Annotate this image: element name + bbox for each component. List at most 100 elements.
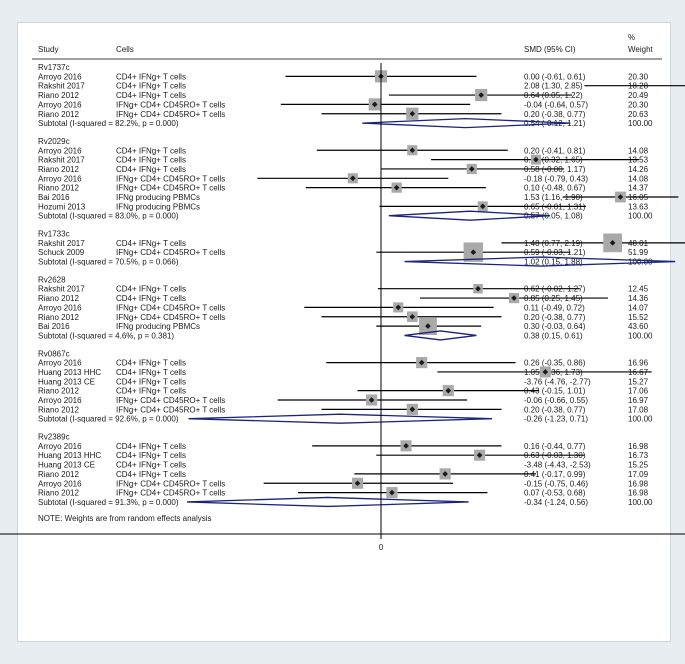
row-weight: 15.27 [628,377,649,386]
row-study: Arroyo 2016 [38,100,82,109]
row-weight: 14.37 [628,184,649,193]
subtotal-weight: 100.00 [628,498,653,507]
row-weight: 15.52 [628,313,649,322]
row-study: Hozumi 2013 [38,202,86,211]
row-ci: 0.30 (-0.03, 0.64) [524,322,586,331]
row-ci: 0.07 (-0.53, 0.68) [524,489,586,498]
row-ci: 1.53 (1.16, 1.90) [524,193,583,202]
subtotal-weight: 100.00 [628,212,653,221]
row-study: Arroyo 2016 [38,146,82,155]
row-cells: CD4+ IFNg+ T cells [116,442,186,451]
row-weight: 16.97 [628,396,649,405]
point-estimate [478,92,484,98]
point-estimate [445,387,452,394]
point-estimate [409,313,416,320]
row-weight: 15.25 [628,461,649,470]
header-smd: SMD (95% CI) [524,45,576,54]
row-ci: 0.43 (-0.15, 1.01) [524,387,586,396]
row-weight: 17.09 [628,470,649,479]
row-weight: 14.07 [628,303,649,312]
point-estimate [409,147,416,154]
group-label: Rv1737c [38,63,70,72]
group-label: Rv2389c [38,433,70,442]
row-study: Riano 2012 [38,470,79,479]
row-study: Riano 2012 [38,294,79,303]
point-estimate [609,240,616,246]
row-cells: IFNg producing PBMCs [116,193,200,202]
row-cells: CD4+ IFNg+ T cells [116,285,186,294]
row-weight: 16.98 [628,479,649,488]
row-ci: -0.15 (-0.75, 0.46) [524,479,588,488]
point-estimate [354,480,361,487]
point-estimate [403,443,409,449]
row-weight: 43.60 [628,322,649,331]
point-estimate [395,304,402,311]
row-cells: CD4+ IFNg+ T cells [116,72,186,81]
row-ci: 0.20 (-0.38, 0.77) [524,110,586,119]
plot-frame [17,22,671,642]
point-estimate [479,203,486,210]
row-weight: 12.45 [628,285,649,294]
row-cells: IFNg+ CD4+ CD45RO+ T cells [116,110,225,119]
header-cells: Cells [116,45,134,54]
row-cells: IFNg+ CD4+ CD45RO+ T cells [116,174,225,183]
subtotal-ci: 1.02 (0.15, 1.88) [524,258,583,267]
row-ci: -0.04 (-0.64, 0.57) [524,100,588,109]
subtotal-diamond [362,117,571,129]
row-cells: IFNg+ CD4+ CD45RO+ T cells [116,396,225,405]
row-study: Huang 2013 HHC [38,451,101,460]
row-cells: CD4+ IFNg+ T cells [116,377,186,386]
row-study: Riano 2012 [38,184,79,193]
group-label: Rv2628 [38,275,66,284]
row-study: Arroyo 2016 [38,396,82,405]
group-label: Rv2029c [38,137,70,146]
header-weight: Weight [628,45,654,54]
point-estimate [393,184,400,191]
row-ci: -0.18 (-0.79, 0.43) [524,174,588,183]
row-study: Rakshit 2017 [38,82,85,91]
row-study: Schuck 2009 [38,248,85,257]
row-ci: 0.16 (-0.44, 0.77) [524,442,586,451]
row-study: Rakshit 2017 [38,285,85,294]
row-weight: 14.08 [628,146,649,155]
point-estimate [542,369,549,375]
row-study: Huang 2013 CE [38,461,95,470]
row-study: Riano 2012 [38,387,79,396]
row-cells: CD4+ IFNg+ T cells [116,387,186,396]
group-separator-dot: . [38,428,40,437]
row-cells: IFNg+ CD4+ CD45RO+ T cells [116,479,225,488]
row-cells: IFNg+ CD4+ CD45RO+ T cells [116,489,225,498]
subtotal-diamond [186,496,469,508]
row-cells: IFNg+ CD4+ CD45RO+ T cells [116,248,225,257]
subtotal-label: Subtotal (I-squared = 91.3%, p = 0.000) [38,498,179,507]
point-estimate [368,397,375,403]
subtotal-weight: 100.00 [628,331,653,340]
row-cells: IFNg+ CD4+ CD45RO+ T cells [116,303,225,312]
subtotal-diamond [188,413,493,424]
point-estimate [350,175,356,182]
group-separator-dot: . [38,270,40,279]
row-cells: IFNg+ CD4+ CD45RO+ T cells [116,313,225,322]
row-weight: 17.06 [628,387,649,396]
row-weight: 14.36 [628,294,649,303]
row-cells: CD4+ IFNg+ T cells [116,156,186,165]
row-weight: 20.63 [628,110,649,119]
row-cells: IFNg producing PBMCs [116,322,200,331]
header-study: Study [38,45,58,54]
header-weight-pct: % [628,33,635,42]
subtotal-ci: -0.26 (-1.23, 0.71) [524,415,588,424]
row-weight: 14.08 [628,174,649,183]
row-study: Arroyo 2016 [38,174,82,183]
row-cells: CD4+ IFNg+ T cells [116,451,186,460]
row-study: Arroyo 2016 [38,359,82,368]
row-study: Rakshit 2017 [38,239,85,248]
point-estimate [371,101,378,108]
row-ci: 0.20 (-0.41, 0.81) [524,146,586,155]
point-estimate [389,489,395,496]
row-weight: 13.63 [628,202,649,211]
subtotal-weight: 100.00 [628,258,653,267]
row-cells: CD4+ IFNg+ T cells [116,461,186,470]
subtotal-ci: -0.34 (-1.24, 0.56) [524,498,588,507]
row-study: Riano 2012 [38,313,79,322]
row-cells: CD4+ IFNg+ T cells [116,239,186,248]
